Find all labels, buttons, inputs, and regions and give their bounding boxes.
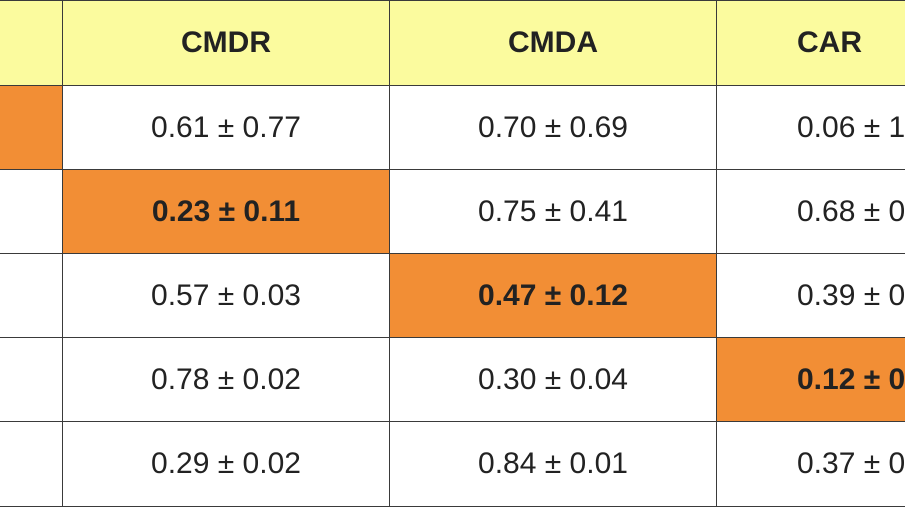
row-label-cell — [0, 421, 63, 507]
header-cell: CAR — [716, 0, 905, 86]
table-cell: 0.37 ± 0 — [716, 421, 905, 507]
table-cell: 0.84 ± 0.01 — [389, 421, 717, 507]
table-cell: 0.78 ± 0.02 — [62, 337, 390, 422]
table-cell: 0.12 ± 0 — [716, 337, 905, 422]
row-label-cell — [0, 169, 63, 254]
table-cell: 0.57 ± 0.03 — [62, 253, 390, 338]
row-label-cell — [0, 253, 63, 338]
table-cell: 0.29 ± 0.02 — [62, 421, 390, 507]
table-cell: 0.47 ± 0.12 — [389, 253, 717, 338]
table-cell: 0.23 ± 0.11 — [62, 169, 390, 254]
table-cell: 0.39 ± 0 — [716, 253, 905, 338]
table-cell: 0.06 ± 1 — [716, 85, 905, 170]
table-cell: 0.30 ± 0.04 — [389, 337, 717, 422]
header-cell: CMDA — [389, 0, 717, 86]
header-cell — [0, 0, 63, 86]
row-label-cell — [0, 85, 63, 170]
table-cell: 0.61 ± 0.77 — [62, 85, 390, 170]
table-cell: 0.68 ± 0 — [716, 169, 905, 254]
header-cell: CMDR — [62, 0, 390, 86]
table-cell: 0.75 ± 0.41 — [389, 169, 717, 254]
table-cell: 0.70 ± 0.69 — [389, 85, 717, 170]
row-label-cell — [0, 337, 63, 422]
